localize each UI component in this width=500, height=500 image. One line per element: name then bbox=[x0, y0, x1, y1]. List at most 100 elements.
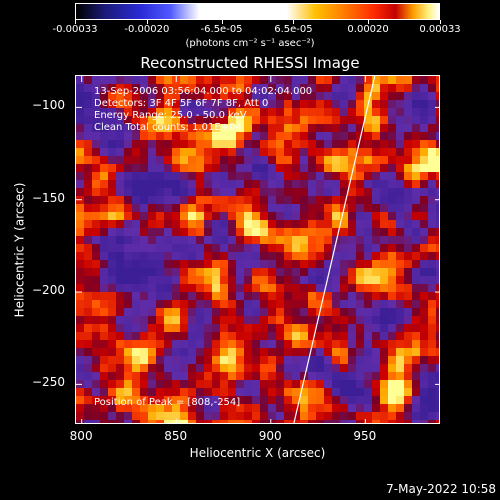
heatmap-cell bbox=[388, 412, 396, 420]
heatmap-cell bbox=[76, 156, 84, 164]
heatmap-cell bbox=[124, 388, 132, 396]
heatmap-cell bbox=[380, 276, 388, 284]
heatmap-cell bbox=[428, 396, 436, 404]
heatmap-cell bbox=[140, 196, 148, 204]
heatmap-cell bbox=[212, 84, 220, 92]
heatmap-cell bbox=[116, 124, 124, 132]
heatmap-cell bbox=[260, 132, 268, 140]
heatmap-cell bbox=[380, 204, 388, 212]
chart-title: Reconstructed RHESSI Image bbox=[140, 54, 360, 72]
heatmap-cell bbox=[124, 124, 132, 132]
heatmap-cell bbox=[156, 388, 164, 396]
heatmap-cell bbox=[244, 196, 252, 204]
heatmap-cell bbox=[276, 124, 284, 132]
heatmap-cell bbox=[284, 76, 292, 84]
heatmap-cell bbox=[260, 156, 268, 164]
heatmap-cell bbox=[220, 332, 228, 340]
heatmap-cell bbox=[276, 212, 284, 220]
heatmap-cell bbox=[156, 172, 164, 180]
heatmap-cell bbox=[84, 260, 92, 268]
heatmap-cell bbox=[188, 188, 196, 196]
heatmap-cell bbox=[388, 204, 396, 212]
heatmap-cell bbox=[156, 116, 164, 124]
heatmap-cell bbox=[188, 164, 196, 172]
heatmap-cell bbox=[356, 92, 364, 100]
heatmap-cell bbox=[268, 324, 276, 332]
heatmap-cell bbox=[436, 364, 439, 372]
heatmap-cell bbox=[428, 140, 436, 148]
heatmap-cell bbox=[428, 220, 436, 228]
heatmap-cell bbox=[372, 364, 380, 372]
heatmap-cell bbox=[372, 412, 380, 420]
heatmap-cell bbox=[364, 332, 372, 340]
heatmap-cell bbox=[420, 212, 428, 220]
heatmap-cell bbox=[308, 316, 316, 324]
heatmap-cell bbox=[156, 420, 164, 423]
heatmap-cell bbox=[436, 404, 439, 412]
heatmap-cell bbox=[132, 252, 140, 260]
heatmap-cell bbox=[84, 380, 92, 388]
heatmap-cell bbox=[252, 132, 260, 140]
heatmap-cell bbox=[92, 172, 100, 180]
heatmap-cell bbox=[116, 284, 124, 292]
heatmap-cell bbox=[284, 380, 292, 388]
heatmap-cell bbox=[228, 364, 236, 372]
heatmap-cell bbox=[428, 228, 436, 236]
heatmap-cell bbox=[180, 116, 188, 124]
heatmap-cell bbox=[260, 260, 268, 268]
heatmap-cell bbox=[180, 156, 188, 164]
heatmap-cell bbox=[316, 396, 324, 404]
heatmap-cell bbox=[204, 252, 212, 260]
heatmap-cell bbox=[364, 116, 372, 124]
heatmap-cell bbox=[364, 84, 372, 92]
heatmap-cell bbox=[348, 156, 356, 164]
heatmap-cell bbox=[332, 140, 340, 148]
heatmap-cell bbox=[396, 132, 404, 140]
heatmap-cell bbox=[76, 396, 84, 404]
heatmap-cell bbox=[364, 412, 372, 420]
heatmap-cell bbox=[380, 284, 388, 292]
heatmap-cell bbox=[140, 84, 148, 92]
heatmap-cell bbox=[116, 84, 124, 92]
heatmap-cell bbox=[196, 156, 204, 164]
heatmap-cell bbox=[420, 84, 428, 92]
heatmap-cell bbox=[436, 268, 439, 276]
heatmap-cell bbox=[348, 292, 356, 300]
heatmap-cell bbox=[188, 324, 196, 332]
heatmap-cell bbox=[420, 228, 428, 236]
heatmap-cell bbox=[364, 228, 372, 236]
heatmap-cell bbox=[276, 340, 284, 348]
heatmap-cell bbox=[268, 76, 276, 84]
heatmap-cell bbox=[236, 188, 244, 196]
heatmap-cell bbox=[84, 188, 92, 196]
heatmap-cell bbox=[340, 420, 348, 423]
heatmap-cell bbox=[284, 236, 292, 244]
heatmap-cell bbox=[412, 116, 420, 124]
heatmap-cell bbox=[108, 236, 116, 244]
heatmap-cell bbox=[204, 348, 212, 356]
heatmap-cell bbox=[428, 268, 436, 276]
heatmap-cell bbox=[404, 92, 412, 100]
heatmap-cell bbox=[380, 268, 388, 276]
heatmap-cell bbox=[196, 100, 204, 108]
heatmap-cell bbox=[340, 412, 348, 420]
heatmap-cell bbox=[380, 116, 388, 124]
heatmap-cell bbox=[108, 316, 116, 324]
heatmap-cell bbox=[420, 172, 428, 180]
heatmap-cell bbox=[196, 180, 204, 188]
heatmap-cell bbox=[436, 284, 439, 292]
heatmap-cell bbox=[188, 92, 196, 100]
x-tick-label: 800 bbox=[69, 429, 93, 443]
heatmap-cell bbox=[292, 404, 300, 412]
heatmap-cell bbox=[348, 252, 356, 260]
heatmap-cell bbox=[380, 316, 388, 324]
colorbar bbox=[75, 3, 440, 20]
heatmap-cell bbox=[412, 412, 420, 420]
heatmap-cell bbox=[156, 76, 164, 84]
heatmap-cell bbox=[236, 108, 244, 116]
heatmap-cell bbox=[188, 268, 196, 276]
heatmap-cell bbox=[140, 284, 148, 292]
heatmap-cell bbox=[100, 236, 108, 244]
heatmap-cell bbox=[92, 300, 100, 308]
heatmap-cell bbox=[172, 244, 180, 252]
